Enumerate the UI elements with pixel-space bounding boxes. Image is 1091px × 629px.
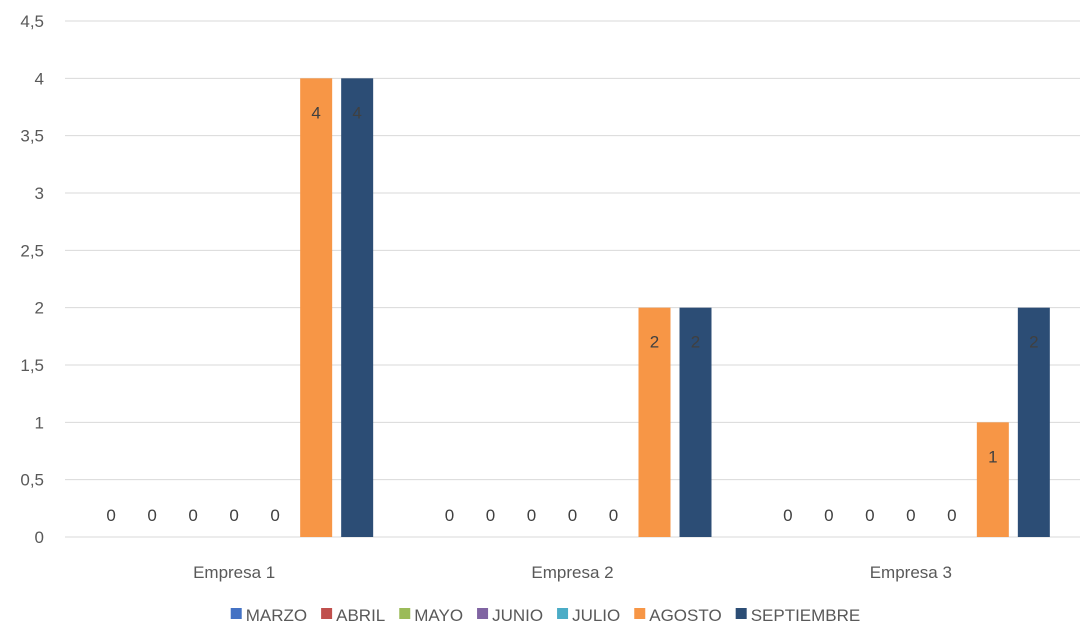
y-axis-ticks: 0 0,5 1 1,5 2 2,5 3 3,5 4 4,5 bbox=[20, 12, 44, 547]
data-label: 0 bbox=[229, 506, 238, 525]
y-tick-label: 2 bbox=[35, 299, 44, 318]
data-label: 0 bbox=[270, 506, 279, 525]
data-label: 0 bbox=[783, 506, 792, 525]
legend-swatch bbox=[634, 608, 646, 619]
data-labels: 0 0 0 0 0 4 4 0 0 0 0 0 2 2 0 0 0 0 0 1 2 bbox=[106, 103, 1038, 525]
legend-label: JULIO bbox=[572, 606, 620, 625]
data-label: 0 bbox=[865, 506, 874, 525]
data-label: 0 bbox=[486, 506, 495, 525]
data-label: 2 bbox=[650, 333, 659, 352]
data-label: 4 bbox=[311, 103, 320, 122]
x-category-label: Empresa 3 bbox=[870, 563, 952, 582]
data-label: 0 bbox=[906, 506, 915, 525]
legend-swatch bbox=[399, 608, 411, 619]
y-tick-label: 1,5 bbox=[20, 356, 44, 375]
bars bbox=[300, 78, 1050, 537]
data-label: 0 bbox=[106, 506, 115, 525]
y-tick-label: 4 bbox=[35, 69, 44, 88]
y-tick-label: 0 bbox=[35, 528, 44, 547]
x-category-label: Empresa 2 bbox=[531, 563, 613, 582]
data-label: 0 bbox=[147, 506, 156, 525]
x-category-label: Empresa 1 bbox=[193, 563, 275, 582]
legend-swatch bbox=[557, 608, 569, 619]
data-label: 0 bbox=[188, 506, 197, 525]
y-tick-label: 0,5 bbox=[20, 471, 44, 490]
legend-label: ABRIL bbox=[336, 606, 385, 625]
bar bbox=[976, 422, 1009, 537]
legend-label: JUNIO bbox=[492, 606, 543, 625]
bar bbox=[341, 78, 374, 537]
y-tick-label: 4,5 bbox=[20, 12, 44, 31]
legend-swatch bbox=[321, 608, 333, 619]
data-label: 0 bbox=[947, 506, 956, 525]
legend-swatch bbox=[735, 608, 747, 619]
legend-label: MARZO bbox=[246, 606, 307, 625]
legend-label: SEPTIEMBRE bbox=[751, 606, 861, 625]
bar bbox=[1017, 307, 1050, 537]
y-tick-label: 1 bbox=[35, 413, 44, 432]
data-label: 0 bbox=[609, 506, 618, 525]
data-label: 2 bbox=[691, 333, 700, 352]
y-tick-label: 3,5 bbox=[20, 127, 44, 146]
bar bbox=[638, 307, 671, 537]
legend: MARZO ABRIL MAYO JUNIO JULIO AGOSTO SEPTIEMBRE bbox=[230, 606, 861, 625]
y-tick-label: 2,5 bbox=[20, 241, 44, 260]
gridlines bbox=[65, 20, 1080, 538]
y-tick-label: 3 bbox=[35, 184, 44, 203]
data-label: 0 bbox=[445, 506, 454, 525]
data-label: 0 bbox=[527, 506, 536, 525]
data-label: 1 bbox=[988, 447, 997, 466]
bar bbox=[300, 78, 333, 537]
legend-swatch bbox=[230, 608, 242, 619]
data-label: 2 bbox=[1029, 333, 1038, 352]
data-label: 0 bbox=[824, 506, 833, 525]
x-axis-categories: Empresa 1 Empresa 2 Empresa 3 bbox=[193, 563, 952, 582]
legend-label: AGOSTO bbox=[649, 606, 721, 625]
bar bbox=[679, 307, 712, 537]
legend-swatch bbox=[477, 608, 489, 619]
data-label: 4 bbox=[352, 103, 361, 122]
legend-label: MAYO bbox=[414, 606, 463, 625]
data-label: 0 bbox=[568, 506, 577, 525]
